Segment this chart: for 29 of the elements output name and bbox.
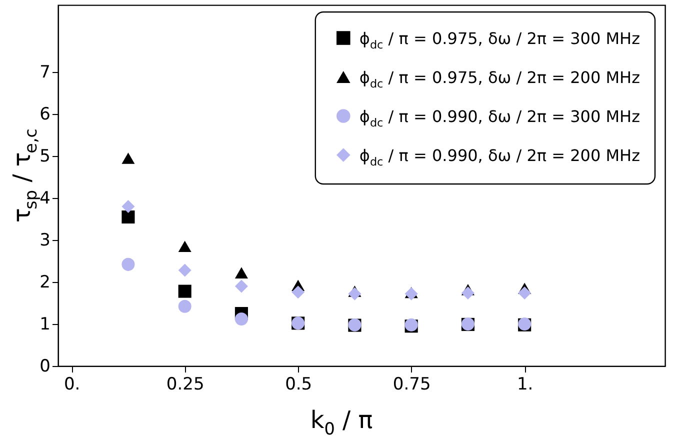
point <box>122 258 135 271</box>
point <box>234 312 248 326</box>
x-tick-label: 0.75 <box>392 374 431 394</box>
point <box>234 280 248 293</box>
point <box>122 210 135 224</box>
y-tick-label: 4 <box>40 188 50 209</box>
x-tick-label: 1. <box>516 374 534 394</box>
point <box>178 240 192 252</box>
x-tick-label: 0.5 <box>285 374 312 394</box>
y-tick-label: 0 <box>40 356 50 376</box>
y-tick-label: 1 <box>40 314 50 335</box>
point <box>178 264 192 277</box>
point <box>178 300 192 313</box>
y-tick-label: 3 <box>40 230 50 251</box>
point <box>122 152 135 164</box>
point <box>234 267 248 278</box>
y-axis-title: τsp / τe,c <box>8 128 41 223</box>
point <box>122 200 135 214</box>
point <box>518 286 532 300</box>
y-tick-label: 2 <box>40 272 50 293</box>
y-tick-label: 7 <box>40 62 50 83</box>
point <box>461 286 474 300</box>
y-tick-label: 5 <box>40 146 50 167</box>
y-tick-label: 6 <box>40 104 50 125</box>
point <box>348 287 362 300</box>
x-tick-label: 0.25 <box>166 374 204 394</box>
x-tick-label: 0. <box>64 374 80 394</box>
point <box>292 286 305 299</box>
point <box>178 284 192 298</box>
